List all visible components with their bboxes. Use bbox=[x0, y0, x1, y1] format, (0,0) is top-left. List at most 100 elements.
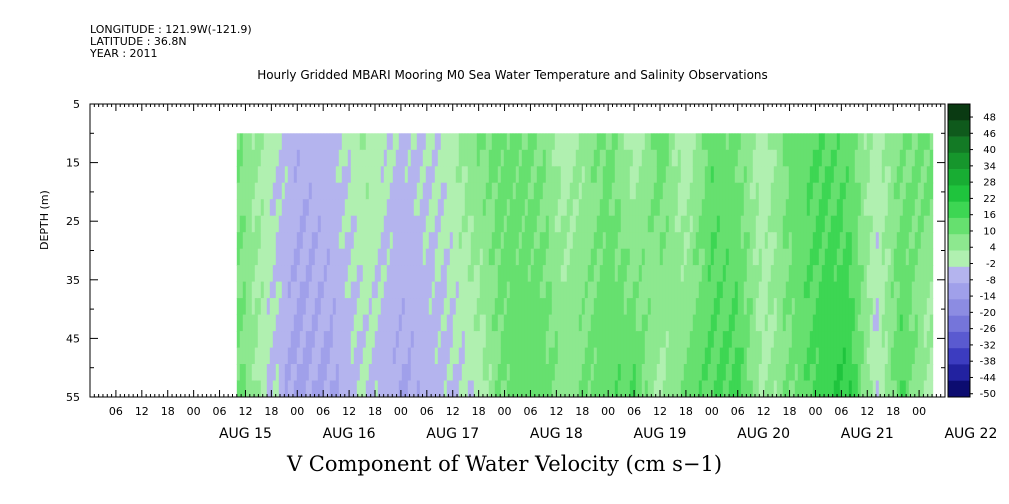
heatmap-cell bbox=[359, 133, 364, 151]
heatmap-cell bbox=[332, 347, 337, 365]
heatmap-cell bbox=[470, 314, 475, 332]
heatmap-cell bbox=[743, 248, 748, 266]
heatmap-cell bbox=[359, 298, 364, 316]
heatmap-cell bbox=[860, 166, 865, 184]
heatmap-cell bbox=[755, 380, 760, 398]
heatmap-cell bbox=[617, 331, 622, 349]
heatmap-cell bbox=[782, 281, 787, 299]
heatmap-cell bbox=[680, 298, 685, 316]
heatmap-cell bbox=[512, 232, 517, 250]
heatmap-cell bbox=[746, 298, 751, 316]
heatmap-cell bbox=[314, 281, 319, 299]
heatmap-cell bbox=[800, 133, 805, 151]
heatmap-cell bbox=[794, 364, 799, 381]
heatmap-cell bbox=[350, 265, 355, 283]
heatmap-cell bbox=[467, 149, 472, 167]
heatmap-cell bbox=[314, 314, 319, 332]
heatmap-cell bbox=[362, 199, 367, 217]
heatmap-cell bbox=[896, 166, 901, 184]
heatmap-cell bbox=[896, 248, 901, 266]
heatmap-cell bbox=[905, 347, 910, 365]
heatmap-cell bbox=[584, 331, 589, 349]
heatmap-cell bbox=[776, 199, 781, 217]
heatmap-cell bbox=[260, 199, 265, 217]
heatmap-cell bbox=[647, 232, 652, 250]
heatmap-cell bbox=[440, 232, 445, 250]
heatmap-cell bbox=[335, 199, 340, 217]
heatmap-cell bbox=[737, 248, 742, 266]
heatmap-cell bbox=[368, 265, 373, 283]
heatmap-cell bbox=[584, 314, 589, 332]
heatmap-cell bbox=[665, 265, 670, 283]
heatmap-cell bbox=[500, 182, 505, 200]
heatmap-cell bbox=[905, 182, 910, 200]
heatmap-cell bbox=[554, 133, 559, 151]
heatmap-cell bbox=[674, 281, 679, 299]
heatmap-cell bbox=[302, 199, 307, 217]
heatmap-cell bbox=[557, 199, 562, 217]
heatmap-cell bbox=[653, 182, 658, 200]
heatmap-cell bbox=[857, 149, 862, 167]
heatmap-cell bbox=[425, 331, 430, 349]
heatmap-cell bbox=[800, 248, 805, 266]
heatmap-cell bbox=[872, 166, 877, 184]
heatmap-cell bbox=[545, 215, 550, 233]
heatmap-cell bbox=[440, 248, 445, 266]
heatmap-cell bbox=[374, 149, 379, 167]
heatmap-cell bbox=[833, 166, 838, 184]
heatmap-cell bbox=[251, 281, 256, 299]
heatmap-cell bbox=[329, 281, 334, 299]
heatmap-cell bbox=[347, 298, 352, 316]
heatmap-cell bbox=[548, 298, 553, 316]
heatmap-cell bbox=[809, 364, 814, 381]
heatmap-cell bbox=[386, 347, 391, 365]
heatmap-cell bbox=[254, 149, 259, 167]
heatmap-cell bbox=[236, 298, 241, 316]
heatmap-cell bbox=[512, 215, 517, 233]
heatmap-cell bbox=[431, 215, 436, 233]
heatmap-cell bbox=[449, 248, 454, 266]
heatmap-cell bbox=[281, 133, 286, 151]
heatmap-cell bbox=[356, 232, 361, 250]
heatmap-cell bbox=[356, 215, 361, 233]
heatmap-cell bbox=[434, 149, 439, 167]
heatmap-cell bbox=[446, 248, 451, 266]
heatmap-cell bbox=[890, 133, 895, 151]
heatmap-cell bbox=[722, 199, 727, 217]
heatmap-cell bbox=[491, 232, 496, 250]
heatmap-cell bbox=[482, 364, 487, 381]
heatmap-cell bbox=[512, 133, 517, 151]
heatmap-cell bbox=[506, 215, 511, 233]
heatmap-cell bbox=[257, 364, 262, 381]
heatmap-cell bbox=[641, 149, 646, 167]
heatmap-cell bbox=[437, 248, 442, 266]
heatmap-cell bbox=[464, 166, 469, 184]
heatmap-cell bbox=[605, 133, 610, 151]
heatmap-cell bbox=[563, 347, 568, 365]
heatmap-cell bbox=[452, 364, 457, 381]
heatmap-cell bbox=[272, 314, 277, 332]
heatmap-cell bbox=[452, 314, 457, 332]
heatmap-cell bbox=[728, 331, 733, 349]
heatmap-cell bbox=[926, 380, 931, 398]
heatmap-cell bbox=[842, 133, 847, 151]
heatmap-cell bbox=[557, 331, 562, 349]
heatmap-cell bbox=[284, 331, 289, 349]
heatmap-cell bbox=[347, 331, 352, 349]
heatmap-cell bbox=[245, 298, 250, 316]
heatmap-cell bbox=[854, 265, 859, 283]
heatmap-cell bbox=[437, 380, 442, 398]
heatmap-cell bbox=[929, 182, 934, 200]
heatmap-cell bbox=[458, 265, 463, 283]
heatmap-cell bbox=[917, 347, 922, 365]
heatmap-cell bbox=[626, 182, 631, 200]
heatmap-cell bbox=[428, 331, 433, 349]
heatmap-cell bbox=[443, 215, 448, 233]
heatmap-cell bbox=[299, 314, 304, 332]
heatmap-cell bbox=[767, 215, 772, 233]
heatmap-cell bbox=[605, 248, 610, 266]
heatmap-cell bbox=[275, 133, 280, 151]
heatmap-cell bbox=[563, 215, 568, 233]
heatmap-cell bbox=[263, 248, 268, 266]
heatmap-cell bbox=[848, 182, 853, 200]
